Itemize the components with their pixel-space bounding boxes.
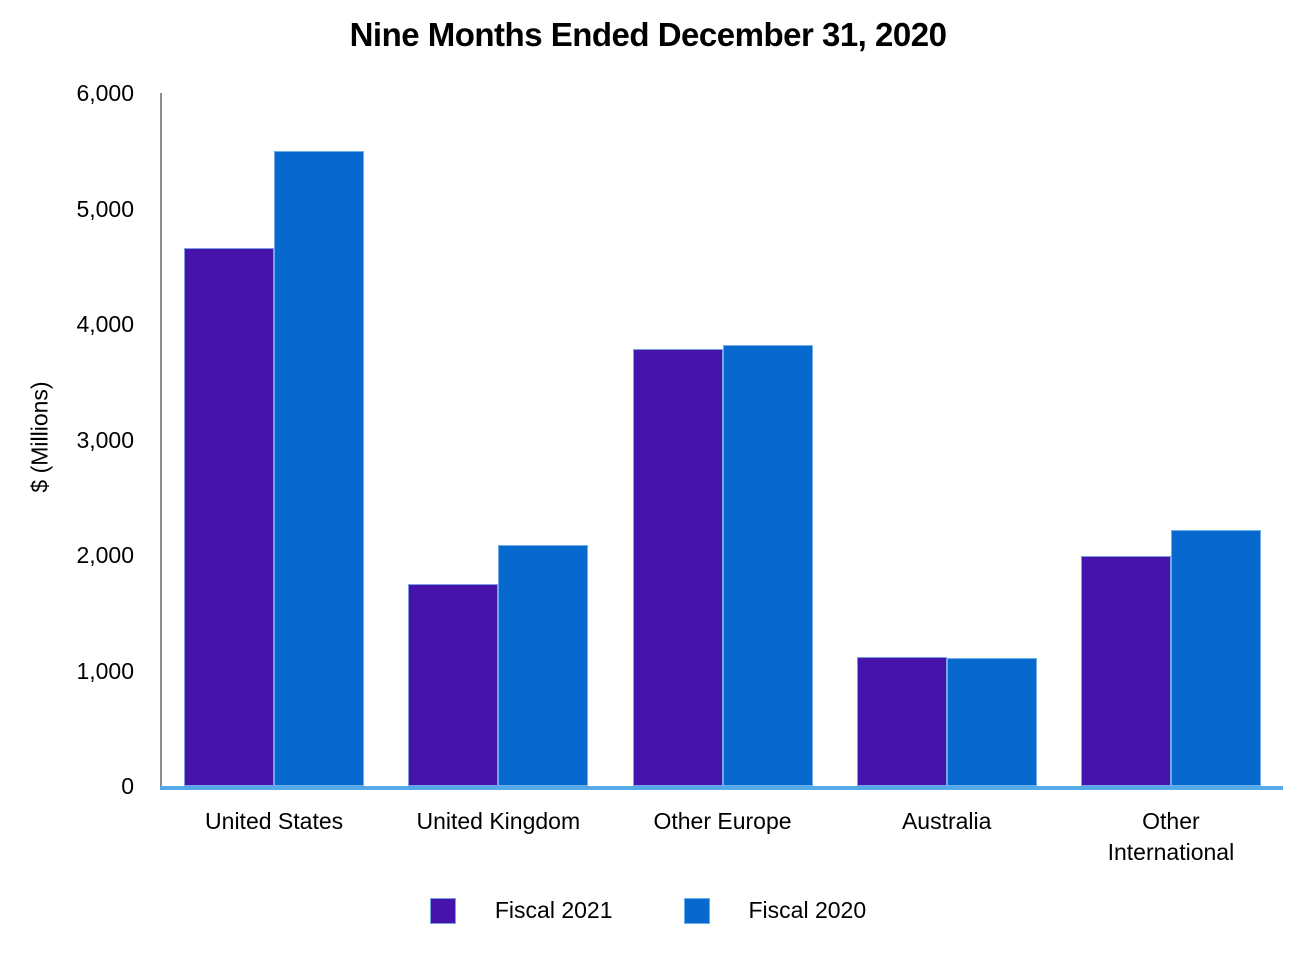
bar-fiscal-2021-united-kingdom (408, 583, 499, 786)
bar-fiscal-2020-other-europe (722, 344, 813, 786)
legend-swatch-fiscal-2020 (683, 897, 710, 924)
legend-item-fiscal-2020: Fiscal 2020 (683, 897, 867, 924)
x-label-united-kingdom: United Kingdom (416, 808, 581, 834)
bar-fiscal-2020-australia (946, 657, 1037, 786)
legend-swatch-fiscal-2021 (429, 897, 456, 924)
x-label-other-europe: Other Europe (653, 808, 792, 834)
legend: Fiscal 2021 Fiscal 2020 (0, 897, 1296, 924)
x-axis-line (160, 786, 1283, 790)
y-tick-6-000: 6,000 (76, 80, 134, 106)
y-axis-line (160, 93, 162, 788)
bar-fiscal-2021-australia (856, 656, 947, 786)
legend-label-fiscal-2020: Fiscal 2020 (748, 897, 867, 923)
bar-fiscal-2021-other-europe (632, 349, 723, 786)
legend-item-fiscal-2021: Fiscal 2021 (429, 897, 613, 924)
bar-fiscal-2021-united-states (184, 247, 275, 786)
y-tick-4-000: 4,000 (76, 311, 134, 337)
bar-fiscal-2021-other-international (1080, 555, 1171, 786)
legend-label-fiscal-2021: Fiscal 2021 (494, 897, 613, 923)
y-tick-5-000: 5,000 (76, 195, 134, 222)
bar-fiscal-2020-united-states (274, 150, 365, 786)
x-label-other-international: Other International (1107, 808, 1235, 865)
bar-fiscal-2020-other-international (1170, 529, 1261, 786)
chart-title: Nine Months Ended December 31, 2020 (349, 16, 947, 53)
y-tick-0: 0 (121, 773, 134, 799)
y-tick-2-000: 2,000 (76, 542, 134, 568)
x-label-united-states: United States (205, 808, 344, 834)
x-label-australia: Australia (901, 808, 992, 834)
plot-area (160, 93, 1283, 790)
y-tick-3-000: 3,000 (76, 426, 134, 453)
y-tick-1-000: 1,000 (76, 657, 134, 684)
bar-fiscal-2020-united-kingdom (498, 544, 589, 786)
